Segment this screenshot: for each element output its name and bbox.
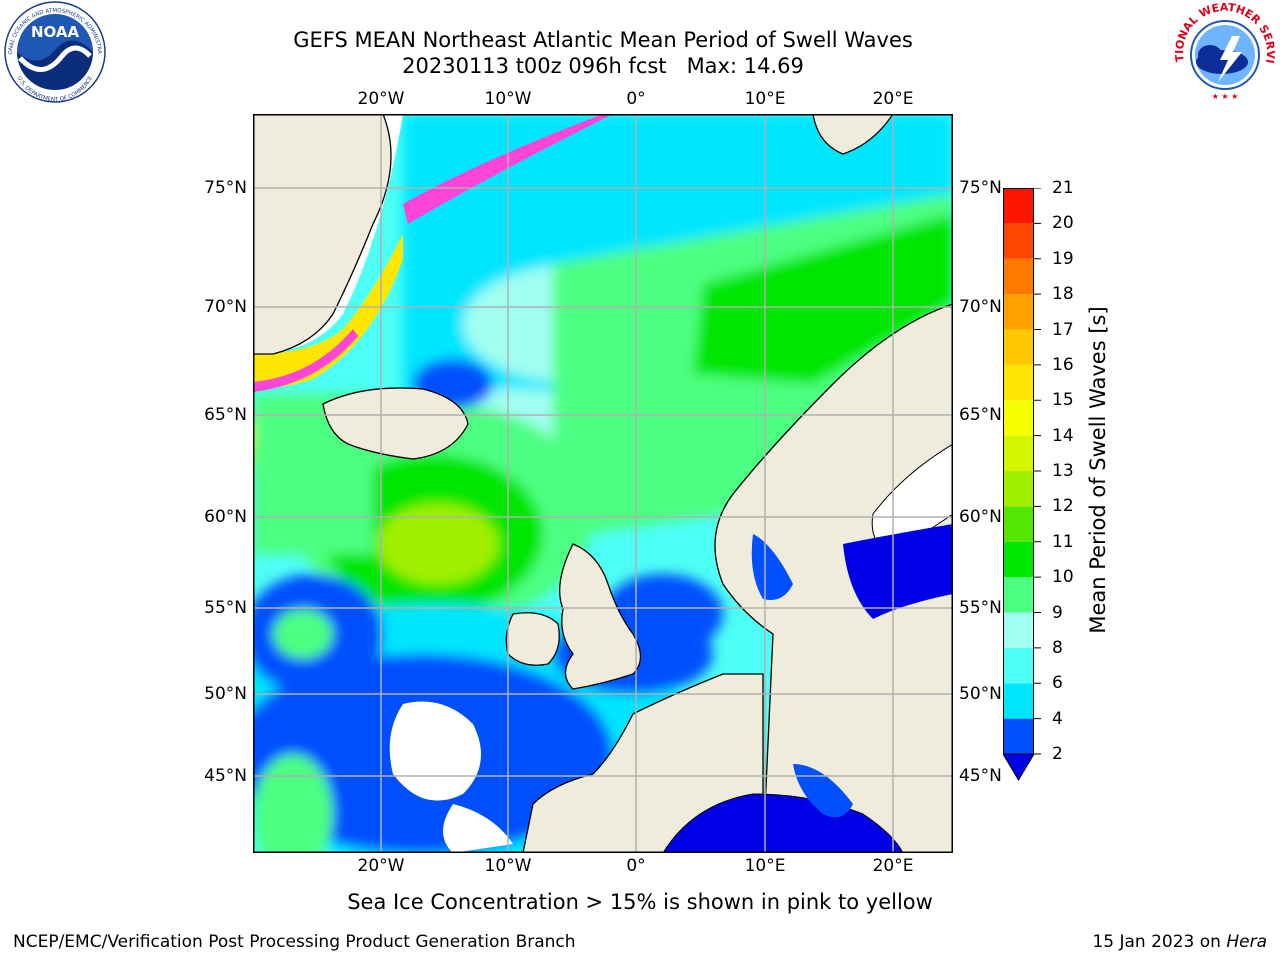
no-data-area (443, 804, 513, 853)
colorbar-tick-label: 9 (1052, 602, 1063, 623)
iceland (322, 387, 469, 460)
colorbar-tick-label: 16 (1052, 354, 1074, 375)
colorbar-title: Mean Period of Swell Waves [s] (1086, 306, 1110, 634)
lat-label-right: 55°N (959, 598, 1002, 618)
colorbar-segment (1003, 223, 1034, 259)
colorbar-segment (1003, 683, 1034, 719)
lon-label-top: 20°E (872, 89, 914, 109)
colorbar-segment (1003, 506, 1034, 542)
colorbar-tick-label: 2 (1052, 744, 1063, 764)
ireland (505, 612, 560, 666)
colorbar-tick-label: 6 (1052, 673, 1063, 694)
lat-label-left: 50°N (204, 684, 247, 704)
colorbar-segment (1003, 400, 1034, 436)
great-britain (559, 543, 642, 690)
nws-logo: NATIONAL WEATHER SERVICE ★ ★ ★ (1170, 0, 1277, 103)
colorbar-segment (1003, 329, 1034, 365)
colorbar-tick-label: 21 (1052, 178, 1074, 198)
graticule (253, 114, 953, 853)
colorbar-tick-label: 11 (1052, 531, 1074, 552)
colorbar-segment (1003, 471, 1034, 507)
colorbar-tick-label: 8 (1052, 637, 1063, 658)
colorbar-tick-label: 19 (1052, 248, 1074, 269)
svalbard (812, 114, 894, 155)
lon-label-top: 10°W (484, 89, 532, 109)
lat-label-right: 60°N (959, 507, 1002, 527)
colorbar-tick-label: 18 (1052, 284, 1074, 305)
lon-label-bottom: 20°W (357, 856, 405, 876)
credit-line: NCEP/EMC/Verification Post Processing Pr… (13, 932, 576, 952)
lon-label-bottom: 20°E (872, 856, 914, 876)
run-date-text: 15 Jan 2023 on (1092, 932, 1221, 952)
colorbar-tick-label: 20 (1052, 213, 1074, 234)
lon-label-top: 10°E (744, 89, 786, 109)
france-iberia (522, 673, 764, 853)
sea-ice-edge (403, 114, 613, 224)
lon-label-top: 0° (626, 89, 646, 109)
colorbar-segment (1003, 577, 1034, 613)
colorbar-tick-label: 4 (1052, 708, 1063, 729)
lon-label-bottom: 10°W (484, 856, 532, 876)
adriatic (793, 764, 853, 818)
run-date: 15 Jan 2023 on Hera (1092, 932, 1267, 952)
svg-text:★ ★ ★: ★ ★ ★ (1212, 92, 1239, 101)
colorbar-segment (1003, 435, 1034, 471)
swell-period-map (253, 114, 953, 853)
noaa-logo-text: NOAA (31, 23, 80, 41)
map-border (253, 114, 953, 853)
colorbar (1003, 188, 1041, 781)
lat-label-left: 55°N (204, 598, 247, 618)
colorbar-tick-label: 13 (1052, 461, 1074, 481)
lat-label-left: 75°N (204, 178, 247, 198)
colorbar-segment (1003, 541, 1034, 578)
lat-label-right: 70°N (959, 297, 1002, 317)
lat-label-right: 75°N (959, 178, 1002, 198)
lat-label-left: 65°N (204, 405, 247, 425)
chart-title: GEFS MEAN Northeast Atlantic Mean Period… (293, 28, 913, 52)
colorbar-segment (1003, 612, 1034, 648)
lon-label-bottom: 10°E (744, 856, 786, 876)
lat-label-left: 45°N (204, 766, 247, 786)
colorbar-tick-label: 17 (1052, 319, 1074, 340)
colorbar-segment (1003, 647, 1034, 684)
colorbar-segment (1003, 188, 1034, 224)
colorbar-segment (1003, 294, 1034, 330)
lat-label-left: 60°N (204, 507, 247, 527)
run-host: Hera (1226, 932, 1267, 952)
colorbar-segment (1003, 364, 1034, 401)
sea-ice-note: Sea Ice Concentration > 15% is shown in … (347, 890, 933, 914)
chart-subtitle: 20230113 t00z 096h fcst Max: 14.69 (402, 54, 804, 78)
lat-label-right: 45°N (959, 766, 1002, 786)
colorbar-tick-label: 12 (1052, 496, 1074, 517)
colorbar-tick-label: 15 (1052, 390, 1074, 411)
sea-ice-edge (253, 329, 358, 392)
baltic-sea (843, 524, 953, 619)
colorbar-tick-label: 14 (1052, 425, 1074, 446)
lat-label-right: 50°N (959, 684, 1002, 704)
lat-label-left: 70°N (204, 297, 247, 317)
lon-label-bottom: 0° (626, 856, 646, 876)
greenland (253, 114, 392, 355)
colorbar-tick-label: 10 (1052, 567, 1074, 588)
lat-label-right: 65°N (959, 405, 1002, 425)
colorbar-segment (1003, 718, 1034, 754)
lon-label-top: 20°W (357, 89, 405, 109)
skagerrak (751, 534, 793, 600)
noaa-logo: NOAA NATIONAL OCEANIC AND ATMOSPHERIC AD… (0, 0, 106, 103)
colorbar-segment (1003, 258, 1034, 295)
